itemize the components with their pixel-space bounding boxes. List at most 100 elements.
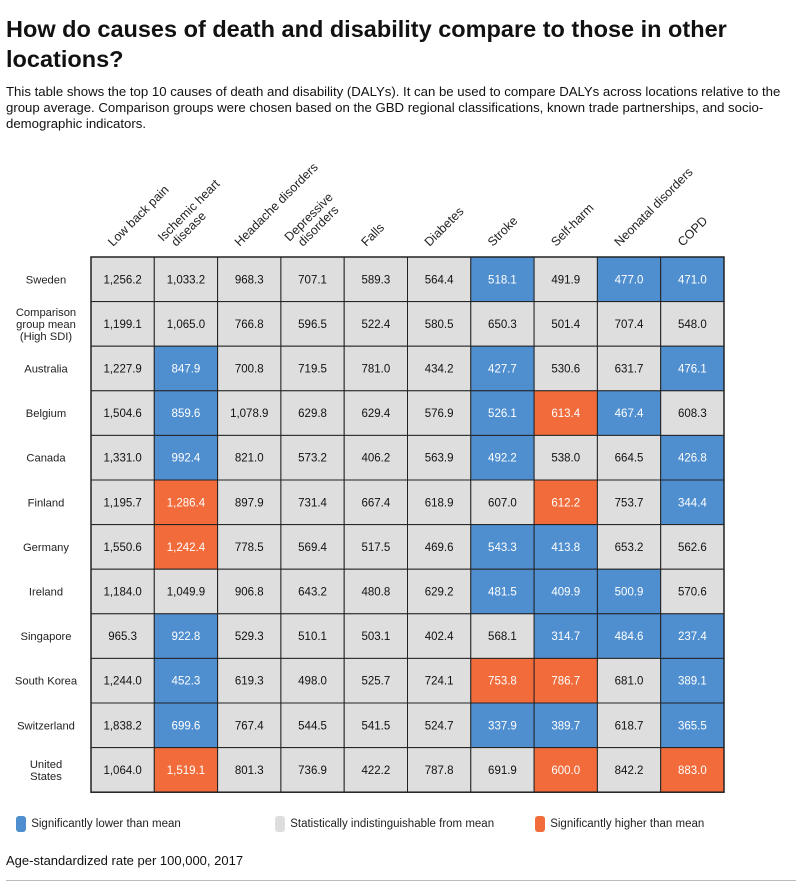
legend-lower-swatch (16, 816, 26, 832)
row-label: Switzerland (17, 720, 75, 732)
cell-value: 1,078.9 (230, 408, 268, 420)
cell-value: 781.0 (361, 364, 390, 376)
cell-value: 589.3 (361, 274, 390, 286)
row-label: Sweden (26, 274, 66, 286)
cell-value: 731.4 (298, 497, 327, 509)
cell-value: 859.6 (172, 408, 201, 420)
cell-value: 409.9 (551, 587, 580, 599)
cell (280, 702, 345, 749)
cell-value: 681.0 (615, 676, 644, 688)
table-border (90, 256, 725, 793)
cell-value: 631.7 (615, 364, 644, 376)
row-label: Canada (26, 453, 66, 465)
cell-value: 1,838.2 (103, 720, 141, 732)
cell-value: 1,331.0 (103, 453, 141, 465)
cell (470, 613, 535, 659)
cell (217, 657, 282, 704)
cell-value: 786.7 (551, 676, 580, 688)
cell-value: 700.8 (235, 364, 264, 376)
cell (407, 434, 472, 481)
cell-value: 469.6 (425, 542, 454, 554)
cell (407, 524, 472, 570)
cell-value: 576.9 (425, 408, 454, 420)
row-label: Ireland (29, 587, 63, 599)
footnote-units: Age-standardized rate per 100,000, 2017 (6, 853, 244, 868)
cell-value: 500.9 (615, 587, 644, 599)
cell-value: 548.0 (678, 319, 707, 331)
cell-value: 344.4 (678, 497, 707, 509)
cell (90, 345, 155, 392)
cell (280, 345, 345, 392)
cell (470, 702, 535, 749)
cell (533, 301, 598, 347)
cell-value: 518.1 (488, 274, 517, 286)
cell-value: 314.7 (551, 631, 580, 643)
cell-value: 526.1 (488, 408, 517, 420)
cell-value: 510.1 (298, 631, 327, 643)
row-label: Singapore (20, 631, 71, 643)
cell-value: 707.1 (298, 274, 327, 286)
cell (660, 747, 725, 793)
cell (343, 434, 409, 481)
cell-value: 629.2 (425, 587, 454, 599)
cell-value: 427.7 (488, 364, 517, 376)
cell-value: 842.2 (615, 765, 644, 777)
cell-value: 596.5 (298, 319, 327, 331)
cell-value: 618.9 (425, 497, 454, 509)
row-label: Comparison group mean (High SDI) (16, 307, 76, 343)
cell-value: 691.9 (488, 765, 517, 777)
cell-value: 524.7 (425, 720, 454, 732)
cell-value: 736.9 (298, 765, 327, 777)
cell (90, 479, 155, 526)
cell (470, 345, 535, 392)
cell (153, 479, 219, 526)
cell (470, 301, 535, 347)
cell-value: 618.7 (615, 720, 644, 732)
legend-lower: Significantly lower than mean (16, 816, 181, 832)
cell-value: 699.6 (172, 720, 201, 732)
cell-value: 707.4 (615, 319, 644, 331)
cell-value: 612.2 (551, 497, 580, 509)
cell (660, 524, 725, 570)
cell-value: 1,199.1 (103, 319, 141, 331)
cell-value: 564.4 (425, 274, 454, 286)
column-header: COPD (675, 214, 710, 249)
cell (596, 345, 662, 392)
legend-higher-swatch (535, 816, 545, 832)
cell-value: 562.6 (678, 542, 707, 554)
cell (596, 390, 662, 436)
cell-value: 337.9 (488, 720, 517, 732)
cell-value: 643.2 (298, 587, 327, 599)
cell (280, 256, 345, 303)
cell-value: 1,049.9 (167, 587, 205, 599)
column-header: Falls (358, 221, 387, 250)
cell-value: 1,519.1 (167, 765, 205, 777)
cell-value: 563.9 (425, 453, 454, 465)
cell-value: 719.5 (298, 364, 327, 376)
legend-higher-label: Significantly higher than mean (550, 818, 705, 831)
cell (153, 345, 219, 392)
cell (343, 345, 409, 392)
cell-value: 237.4 (678, 631, 707, 643)
cell (533, 524, 598, 570)
cell-value: 491.9 (551, 274, 580, 286)
row-label: Australia (24, 364, 68, 376)
cell (217, 434, 282, 481)
cell-value: 568.1 (488, 631, 517, 643)
row-label: United States (30, 759, 62, 783)
cell-value: 821.0 (235, 453, 264, 465)
cell (343, 301, 409, 347)
cell-value: 778.5 (235, 542, 264, 554)
cell-value: 724.1 (425, 676, 454, 688)
column-header: Stroke (485, 214, 520, 249)
cell (153, 747, 219, 793)
cell (280, 390, 345, 436)
cell-value: 1,242.4 (167, 542, 206, 554)
legend-neutral: Statistically indistinguishable from mea… (275, 816, 494, 832)
cell-value: 476.1 (678, 364, 707, 376)
cell (660, 479, 725, 526)
cell (660, 301, 725, 347)
cell (153, 256, 219, 303)
cell (470, 747, 535, 793)
